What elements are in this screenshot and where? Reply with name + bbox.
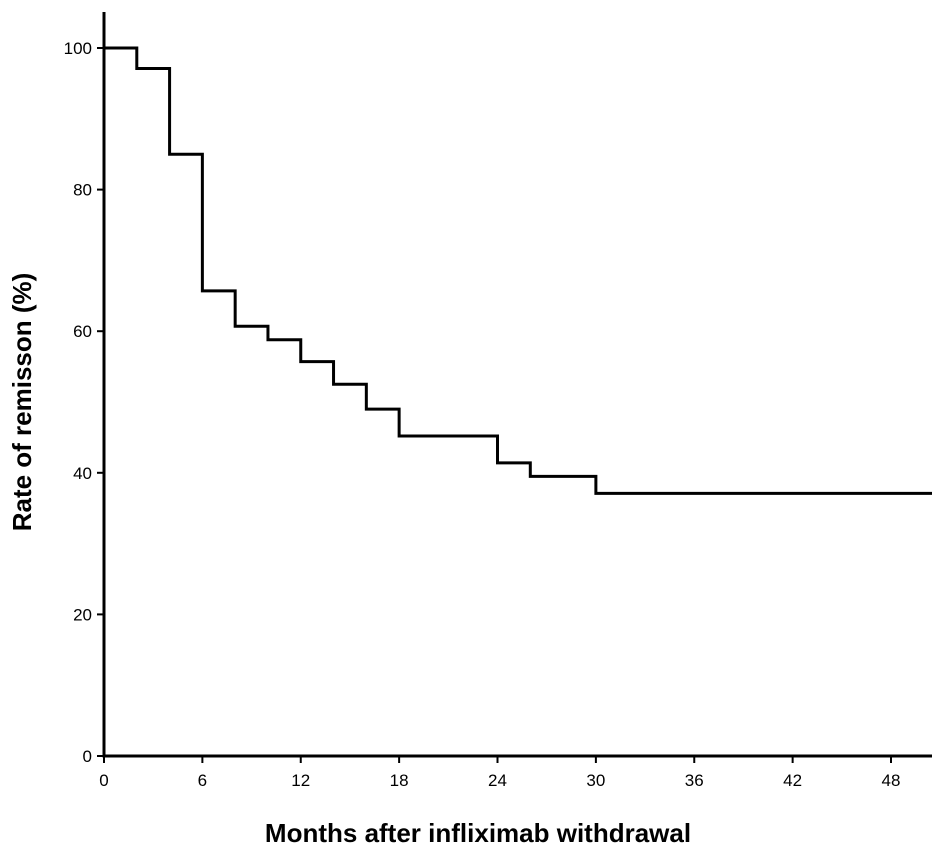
x-tick-label: 48 [882, 771, 901, 790]
x-axis-title: Months after infliximab withdrawal [265, 818, 691, 848]
y-tick-label: 0 [83, 747, 92, 766]
x-tick-label: 12 [291, 771, 310, 790]
x-tick-label: 30 [586, 771, 605, 790]
x-tick-label: 6 [198, 771, 207, 790]
y-axis-ticks: 0 20 40 60 80 100 [64, 39, 104, 766]
y-tick-label: 20 [73, 605, 92, 624]
survival-curve [104, 46, 932, 495]
x-tick-label: 24 [488, 771, 507, 790]
y-tick-label: 40 [73, 464, 92, 483]
x-tick-label: 36 [685, 771, 704, 790]
x-tick-label: 0 [99, 771, 108, 790]
x-axis-ticks: 0 6 12 18 24 30 36 42 48 [99, 756, 900, 790]
y-tick-label: 100 [64, 39, 92, 58]
y-tick-label: 60 [73, 322, 92, 341]
x-tick-label: 18 [390, 771, 409, 790]
x-tick-label: 42 [783, 771, 802, 790]
y-tick-label: 80 [73, 181, 92, 200]
y-axis-title: Rate of remisson (%) [7, 273, 37, 532]
